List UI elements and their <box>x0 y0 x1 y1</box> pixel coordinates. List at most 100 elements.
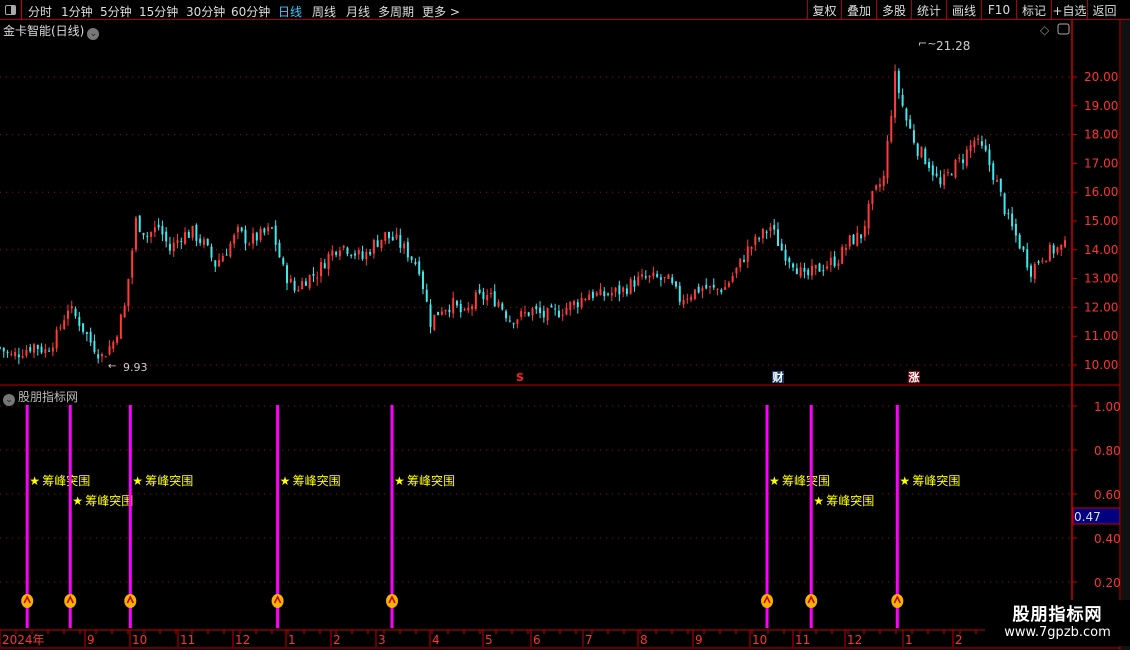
candle-body <box>742 259 745 262</box>
toolbar-button[interactable]: 画线 <box>946 0 981 20</box>
period-tab[interactable]: 15分钟 <box>139 5 179 19</box>
candle-body <box>6 351 9 353</box>
signal-label: 筹峰突围 <box>407 473 455 488</box>
candle-body <box>308 274 311 289</box>
candle-body <box>93 340 96 353</box>
candle-body <box>66 310 69 319</box>
candle-body <box>195 224 198 241</box>
flame-icon <box>64 594 77 608</box>
signal-label: 筹峰突围 <box>912 473 960 488</box>
candle-body <box>618 285 621 295</box>
candle-body <box>539 307 542 314</box>
panel-toggle-button[interactable] <box>0 0 22 20</box>
price-tick-label: 15.00 <box>1084 214 1118 228</box>
candle-body <box>225 254 228 256</box>
candle-body <box>236 226 239 233</box>
candle-body <box>421 271 424 290</box>
candle-body <box>731 276 734 282</box>
indicator-title[interactable]: ⌄ 股朋指标网 <box>3 388 78 406</box>
candle-body <box>252 233 255 244</box>
flame-icon-mark <box>66 595 74 604</box>
candle-body <box>561 314 564 316</box>
candle-body <box>357 249 360 255</box>
toolbar-button[interactable]: 叠加 <box>841 0 876 20</box>
candle-body <box>1026 249 1029 268</box>
flame-icon <box>21 594 34 608</box>
candle-body <box>863 226 866 237</box>
chart-title[interactable]: 金卡智能(日线) ⌄ <box>3 22 100 40</box>
period-tab[interactable]: 多周期 <box>378 5 415 19</box>
star-icon: ★ <box>813 494 824 508</box>
toolbar-button[interactable]: 复权 <box>807 0 841 20</box>
event-marker[interactable]: S <box>516 371 524 384</box>
chevron-down-icon[interactable]: ⌄ <box>87 28 100 40</box>
candle-body <box>686 298 689 300</box>
candle-body <box>931 165 934 176</box>
candle-body <box>882 175 885 186</box>
period-tab[interactable]: 5分钟 <box>100 5 132 19</box>
candle-body <box>150 232 153 237</box>
toolbar-button[interactable]: 标记 <box>1016 0 1051 20</box>
candle-body <box>414 262 417 265</box>
candle-body <box>489 292 492 294</box>
period-tab[interactable]: 更多 > <box>422 5 460 19</box>
candle-body <box>44 349 47 354</box>
signal-label: 筹峰突围 <box>826 493 874 508</box>
candle-body <box>584 298 587 301</box>
period-tab[interactable]: 月线 <box>346 5 371 19</box>
candle-body <box>701 287 704 292</box>
time-axis-label: 6 <box>533 633 541 647</box>
candle-body <box>229 243 232 257</box>
time-axis-label: 1 <box>905 633 913 647</box>
candle-body <box>1048 244 1051 261</box>
candle-body <box>1030 265 1033 277</box>
candle-body <box>709 286 711 288</box>
candle-body <box>924 148 927 165</box>
toolbar-button[interactable]: F10 <box>981 0 1016 20</box>
period-tab[interactable]: 1分钟 <box>61 5 93 19</box>
period-tab[interactable]: 分时 <box>28 5 53 19</box>
candle-body <box>471 306 474 310</box>
candle-body <box>705 284 708 289</box>
candle-body <box>776 229 779 246</box>
toolbar-button[interactable]: 多股 <box>876 0 911 20</box>
candle-body <box>486 294 489 301</box>
toolbar-button[interactable]: 统计 <box>911 0 946 20</box>
candle-body <box>274 225 277 245</box>
event-marker[interactable]: 财 <box>772 370 784 384</box>
candle-body <box>607 293 610 295</box>
signal-label: 筹峰突围 <box>85 493 133 508</box>
candle-body <box>82 323 85 332</box>
candle-body <box>395 234 398 239</box>
candle-body <box>565 307 568 315</box>
toolbar-button[interactable]: +自选 <box>1051 0 1087 20</box>
candle-body <box>1018 234 1021 249</box>
candle-body <box>822 270 825 272</box>
period-tab[interactable]: 60分钟 <box>231 5 271 19</box>
event-marker[interactable]: 涨 <box>909 370 920 384</box>
candle-body <box>74 308 77 317</box>
period-tab[interactable]: 30分钟 <box>186 5 226 19</box>
candle-body <box>569 302 572 310</box>
candle-body <box>826 266 829 269</box>
candle-body <box>754 236 757 246</box>
flame-icon <box>761 594 774 608</box>
candle-body <box>259 228 262 240</box>
candle-body <box>116 336 119 343</box>
time-axis-label: 2 <box>333 633 341 647</box>
candle-body <box>962 159 965 163</box>
toolbar-button[interactable]: 返回 <box>1087 0 1121 20</box>
candle-body <box>535 306 538 310</box>
time-axis-label: 11 <box>795 633 810 647</box>
chevron-down-icon[interactable]: ⌄ <box>3 394 15 406</box>
candle-body <box>331 250 334 256</box>
period-tab[interactable]: 日线 <box>278 5 303 19</box>
candle-body <box>289 278 292 283</box>
candle-body <box>248 244 251 246</box>
period-tab[interactable]: 周线 <box>312 5 337 19</box>
candle-body <box>1056 247 1059 253</box>
candle-body <box>603 291 606 297</box>
candle-body <box>810 265 813 276</box>
candle-body <box>848 235 851 247</box>
